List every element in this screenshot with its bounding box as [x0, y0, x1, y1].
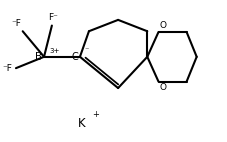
Text: B: B	[35, 52, 42, 62]
Text: +: +	[92, 110, 99, 119]
Text: F⁻: F⁻	[48, 13, 58, 22]
Text: ⁻F: ⁻F	[2, 64, 12, 73]
Text: K: K	[78, 117, 86, 130]
Text: O: O	[160, 21, 167, 30]
Text: O: O	[160, 83, 167, 92]
Text: ⁻F: ⁻F	[11, 19, 21, 28]
Text: ⁻: ⁻	[84, 45, 88, 54]
Text: C: C	[72, 52, 78, 62]
Text: 3+: 3+	[49, 48, 59, 54]
